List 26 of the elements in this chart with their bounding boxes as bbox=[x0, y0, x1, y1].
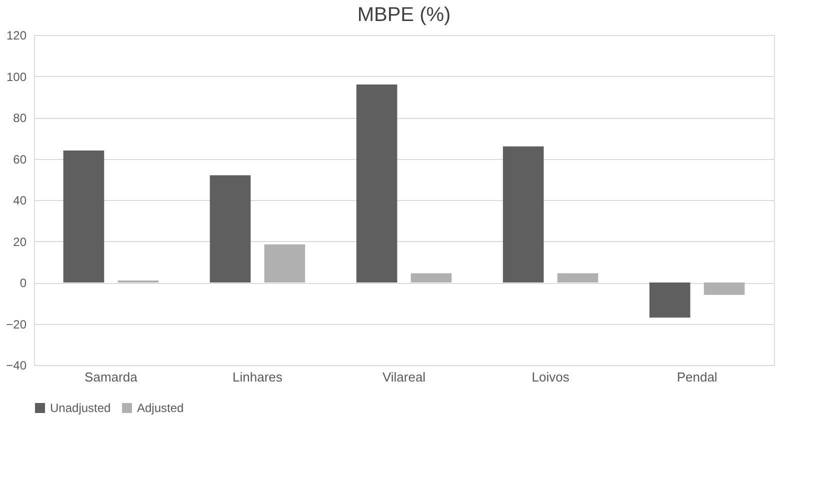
y-tick-label: 80 bbox=[13, 111, 27, 125]
y-tick-label: −20 bbox=[6, 317, 27, 332]
legend-label: Unadjusted bbox=[50, 401, 111, 415]
x-tick-label: Linhares bbox=[232, 370, 283, 384]
bar bbox=[410, 273, 452, 282]
x-tick-label: Pendal bbox=[676, 370, 718, 384]
x-tick-label: Loivos bbox=[532, 370, 570, 384]
bar bbox=[63, 150, 104, 282]
bar bbox=[502, 146, 544, 282]
x-tick-label: Vilareal bbox=[382, 370, 426, 384]
y-tick-label: 20 bbox=[13, 234, 27, 249]
y-tick-label: −40 bbox=[6, 358, 27, 372]
y-tick-label: 120 bbox=[6, 28, 27, 42]
x-tick-label: Samarda bbox=[84, 370, 138, 384]
y-tick-label: 40 bbox=[13, 194, 27, 208]
bar bbox=[264, 244, 306, 282]
bar bbox=[649, 282, 690, 318]
legend-label: Adjusted bbox=[137, 401, 184, 415]
bar bbox=[356, 84, 398, 282]
bar bbox=[210, 175, 251, 282]
bar bbox=[704, 282, 745, 295]
y-tick-label: 60 bbox=[13, 152, 27, 166]
y-tick-label: 0 bbox=[20, 276, 27, 290]
bar bbox=[557, 273, 598, 282]
chart-title: MBPE (%) bbox=[357, 4, 451, 26]
y-tick-label: 100 bbox=[6, 70, 27, 84]
